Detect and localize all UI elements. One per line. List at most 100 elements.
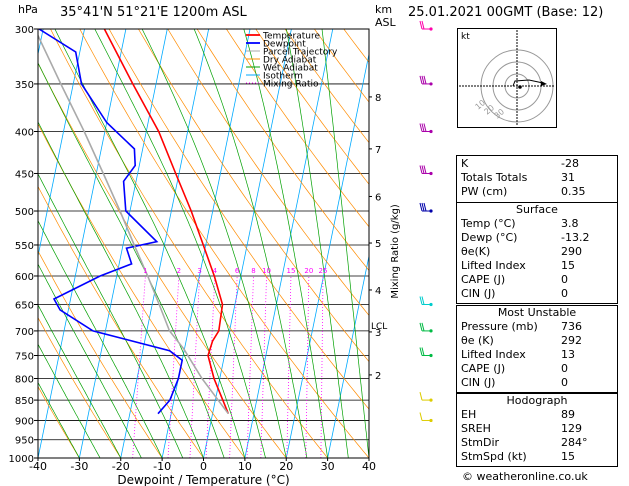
surface-row: Temp (°C) 3.8 [461,217,579,230]
hodo-row: EH 89 [461,408,575,421]
pressure-tick-label: 600 [15,272,34,283]
wind-barb-dot [429,82,433,86]
index-value: -28 [561,157,579,170]
mu-row: Pressure (mb) 736 [461,320,582,333]
wind-barb-dot [429,302,433,307]
storm-motion-marker [518,85,522,89]
pressure-tick-label: 800 [15,374,34,385]
wind-barb-flag [421,75,425,85]
index-value: 0.35 [561,185,586,198]
km-tick-label: 2 [375,371,381,382]
wind-barbs [419,20,433,423]
temperature-tick-label: -20 [112,460,130,473]
most-unstable-table: Most Unstable Pressure (mb) 736 θe (K) 292… [456,305,618,393]
wind-barb-dot [429,27,433,31]
dry-adiabat [38,316,122,458]
mixing-ratio-line [246,275,254,458]
isotherm [38,29,127,458]
wind-barb-flag [419,165,423,174]
isotherm [78,29,168,458]
wet-adiabat [38,304,122,458]
legend-label: Temperature [262,32,320,42]
wind-barb-flag [421,20,425,30]
index-label: K [461,157,469,170]
chart-series [38,29,230,415]
wind-barb-dot [429,209,433,213]
datetime-title: 25.01.2021 00GMT (Base: 12) [408,5,604,20]
wind-barb-flag [423,165,427,174]
mu-row: θe (K) 292 [461,334,582,347]
mixing-ratio-label: 8 [251,267,255,275]
dry-adiabat [38,123,246,458]
hodograph-table: Hodograph EH 89 SREH 129 StmDir 284° StmSpd… [456,393,618,467]
wet-adiabat [243,29,328,458]
isotherm [0,29,2,458]
wind-barb-flag [421,296,425,305]
wet-adiabat [321,29,369,458]
wet-adiabat [54,29,246,458]
hodo-row: StmDir 284° [461,436,588,449]
lcl-label: LCL [371,322,387,332]
dry-adiabat [196,29,369,272]
pressure-tick-label: 900 [15,416,34,427]
dry-adiabat [402,29,450,458]
wind-barb-flag [419,412,423,421]
index-row: Totals Totals 31 [457,171,617,185]
surface-row: Lifted Index 15 [461,259,575,272]
temperature-tick-label: 0 [200,460,207,473]
isotherm [244,29,334,458]
pressure-tick-label: 1000 [9,454,34,465]
wind-barb-flag [423,75,427,85]
wind-barb-flag [423,202,427,212]
mixing-ratio-label: 25 [319,267,328,275]
hodo-row: SREH 129 [461,422,582,435]
mixing-ratio-label: 4 [213,267,218,275]
wind-barb-flag [421,347,425,356]
mixing-ratio-label: 3 [197,267,201,275]
isotherm [38,29,85,259]
pressure-tick-label: 350 [15,80,34,91]
wind-barb-flag [421,123,425,132]
wet-adiabat [193,29,308,458]
hodograph-plot: kt 30 20 10 [457,28,557,128]
legend-label: Dewpoint [263,40,306,50]
pressure-tick-label: 400 [15,128,34,139]
hodo-arrow [541,81,547,86]
dry-adiabat [38,385,80,458]
dry-adiabat [38,250,163,458]
pressure-tick-label: 700 [15,327,34,338]
series-parcel-trajectory [38,33,229,415]
series-temperature [103,29,230,414]
dry-adiabat [255,29,369,185]
most-unstable-title: Most Unstable [497,306,577,319]
dry-adiabat [50,29,328,458]
km-tick-label: 7 [375,145,381,156]
km-tick-label: 3 [375,328,381,339]
wind-barb-flag [419,391,423,401]
wind-barb-dot [429,353,433,358]
wind-barb-flag [423,123,427,132]
mixing-ratio-line [305,275,310,458]
series-dewpoint [38,29,184,415]
temperature-tick-label: 10 [238,460,252,473]
wind-barb-flag [419,123,423,132]
mixing-ratio-label: 15 [286,267,295,275]
pressure-tick-label: 650 [15,301,34,312]
wet-adiabat [38,381,80,458]
wet-adiabat [286,29,349,458]
temperature-tick-label: 30 [321,460,335,473]
height-unit-label: km ASL [375,3,396,29]
pressure-unit-label: hPa [18,3,38,16]
wet-adiabat [38,62,225,458]
km-tick-label: 5 [375,239,381,250]
mixing-ratio-line [229,275,238,458]
wet-adiabat [38,343,101,458]
wet-adiabat [38,173,184,458]
mixing-ratio-line [167,275,180,458]
wind-barb-flag [419,202,423,212]
wet-adiabat [141,29,287,458]
km-tick-label: 8 [375,93,381,104]
mixing-ratio-label: 1 [143,267,147,275]
mixing-ratio-label: 2 [177,267,181,275]
